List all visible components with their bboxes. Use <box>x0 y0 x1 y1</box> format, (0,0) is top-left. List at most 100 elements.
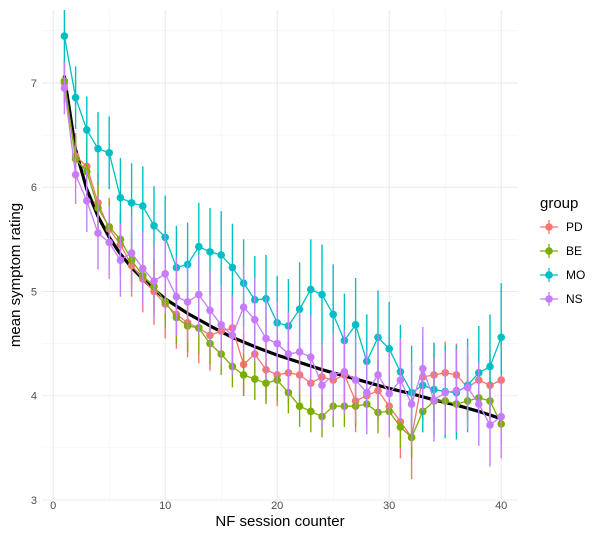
data-point <box>363 388 371 397</box>
legend-key-point <box>545 271 553 279</box>
legend-item-ns: NS <box>540 292 583 306</box>
data-point <box>150 222 158 230</box>
data-point <box>396 423 405 431</box>
data-point <box>452 386 461 395</box>
legend: PD BE MO NS <box>540 220 585 306</box>
data-point <box>239 371 248 379</box>
data-point <box>60 32 69 40</box>
data-point <box>139 202 147 210</box>
data-point <box>351 376 360 384</box>
data-point <box>94 229 102 237</box>
series-ns <box>60 62 506 467</box>
data-point <box>407 400 416 408</box>
x-tick-label: 10 <box>159 500 171 512</box>
y-tick-label: 4 <box>31 391 37 403</box>
data-point <box>206 248 214 256</box>
data-point <box>161 269 169 278</box>
data-point <box>295 402 304 410</box>
data-point <box>497 333 506 342</box>
data-point <box>83 196 91 205</box>
data-point <box>295 348 304 356</box>
series-line <box>63 80 502 439</box>
data-point <box>329 371 338 379</box>
x-tick-label: 30 <box>383 500 395 512</box>
trend-curve-layer <box>62 75 503 421</box>
data-point <box>217 251 225 259</box>
x-tick-label: 20 <box>271 500 283 512</box>
data-point <box>307 353 315 361</box>
data-point <box>307 285 315 294</box>
x-axis-ticks: 0 10 20 30 40 <box>50 500 507 512</box>
data-point <box>497 412 506 421</box>
legend-label: BE <box>566 244 582 258</box>
series-line <box>63 35 502 394</box>
y-tick-label: 7 <box>31 78 37 90</box>
data-point <box>486 362 494 371</box>
data-point <box>94 144 102 153</box>
data-point <box>262 379 270 388</box>
series-pd <box>60 62 506 480</box>
x-tick-label: 0 <box>50 500 56 512</box>
legend-title: group <box>540 195 578 212</box>
y-tick-label: 3 <box>31 495 37 507</box>
data-point <box>60 84 69 92</box>
legend-label: PD <box>566 220 583 234</box>
legend-item-be: BE <box>540 244 582 258</box>
series-mo <box>60 10 506 440</box>
legend-label: MO <box>566 268 585 282</box>
data-point <box>239 303 248 311</box>
y-tick-label: 5 <box>31 286 37 298</box>
legend-key-point <box>545 223 553 231</box>
data-point <box>71 93 80 102</box>
data-point <box>396 376 405 384</box>
data-point <box>116 256 125 265</box>
data-point <box>374 371 382 379</box>
data-point <box>430 396 438 404</box>
legend-item-mo: MO <box>540 268 585 282</box>
data-point <box>340 367 349 376</box>
series-line <box>63 82 502 440</box>
data-point <box>318 381 326 390</box>
data-point <box>217 321 225 329</box>
data-point <box>385 389 394 398</box>
data-point <box>307 407 315 416</box>
data-point <box>385 345 394 353</box>
data-point <box>195 242 203 251</box>
data-point <box>172 292 181 301</box>
data-point <box>419 364 427 373</box>
data-point <box>228 331 237 340</box>
data-point <box>150 277 158 285</box>
data-point <box>251 315 259 324</box>
legend-item-pd: PD <box>540 220 583 234</box>
legend-label: NS <box>566 292 583 306</box>
series-be <box>60 60 506 459</box>
data-point <box>486 421 494 429</box>
legend-key-point <box>545 295 553 303</box>
data-point <box>116 193 125 202</box>
data-point <box>351 321 360 329</box>
data-point <box>273 339 282 348</box>
data-point <box>127 249 136 257</box>
y-axis-label: mean symptom rating <box>7 203 24 347</box>
data-point <box>139 264 147 273</box>
data-point <box>318 290 326 299</box>
data-point <box>195 290 203 299</box>
data-point <box>183 298 192 306</box>
data-point <box>71 170 80 179</box>
y-axis-ticks: 3 4 5 6 7 <box>31 78 37 507</box>
data-point <box>251 375 259 383</box>
y-tick-label: 6 <box>31 182 37 194</box>
data-point <box>83 126 91 134</box>
data-point <box>105 149 113 157</box>
trend-curve <box>62 75 503 421</box>
data-point <box>463 383 472 392</box>
data-point <box>329 310 338 319</box>
grid <box>42 10 518 501</box>
data-point <box>105 238 113 247</box>
legend-key-point <box>545 247 553 255</box>
data-point <box>127 199 136 207</box>
x-axis-label: NF session counter <box>215 513 344 530</box>
data-point <box>284 350 293 358</box>
data-point <box>206 306 214 315</box>
